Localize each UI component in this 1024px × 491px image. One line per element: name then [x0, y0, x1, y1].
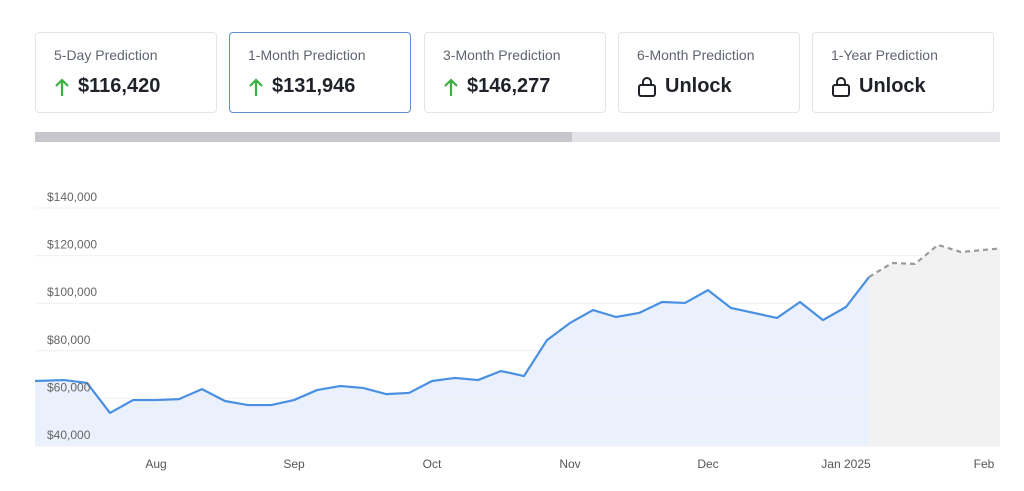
y-tick-label: $40,000 — [47, 428, 91, 442]
prediction-line — [868, 243, 1001, 278]
card-value-row: $131,946 — [248, 75, 355, 98]
card-value-row: Unlock — [831, 75, 926, 98]
card-value-row: $116,420 — [54, 75, 160, 98]
up-arrow-icon — [55, 77, 69, 96]
card-value: $131,946 — [272, 75, 356, 97]
prediction-card[interactable]: 5-Day Prediction $116,420 — [35, 32, 217, 113]
area — [35, 277, 869, 446]
x-tick-label: Sep — [283, 457, 305, 471]
y-tick-label: $140,000 — [47, 190, 97, 204]
areas — [35, 244, 1000, 446]
area — [869, 244, 1000, 446]
prediction-card[interactable]: 3-Month Prediction $146,277 — [424, 32, 606, 113]
card-value: Unlock — [665, 75, 732, 97]
price-line — [34, 276, 870, 415]
y-tick-label: $100,000 — [47, 285, 97, 299]
card-value: $146,277 — [467, 75, 551, 97]
x-tick-label: Aug — [145, 457, 166, 471]
card-value-row: Unlock — [637, 75, 732, 98]
card-label: 6-Month Prediction — [637, 47, 755, 63]
card-value: $116,420 — [78, 75, 161, 97]
prediction-card[interactable]: 6-Month Prediction Unlock — [618, 32, 800, 113]
card-label: 3-Month Prediction — [443, 47, 561, 63]
card-value: Unlock — [859, 75, 926, 97]
x-tick-label: Dec — [697, 457, 718, 471]
up-arrow-icon — [444, 77, 458, 96]
card-label: 1-Month Prediction — [248, 47, 366, 63]
lock-icon — [638, 76, 656, 97]
progress-fill — [35, 132, 572, 142]
x-tick-label: Nov — [559, 457, 580, 471]
up-arrow-icon — [249, 77, 263, 96]
y-tick-label: $80,000 — [47, 333, 91, 347]
x-tick-label: Oct — [423, 457, 442, 471]
x-tick-label: Feb — [974, 457, 995, 471]
lock-icon — [832, 76, 850, 97]
card-value-row: $146,277 — [443, 75, 550, 98]
x-tick-label: Jan 2025 — [821, 457, 871, 471]
card-label: 1-Year Prediction — [831, 47, 938, 63]
prediction-card[interactable]: 1-Month Prediction $131,946 — [229, 32, 411, 113]
prediction-card[interactable]: 1-Year Prediction Unlock — [812, 32, 994, 113]
card-label: 5-Day Prediction — [54, 47, 158, 63]
y-tick-label: $60,000 — [47, 380, 91, 394]
y-tick-label: $120,000 — [47, 238, 97, 252]
